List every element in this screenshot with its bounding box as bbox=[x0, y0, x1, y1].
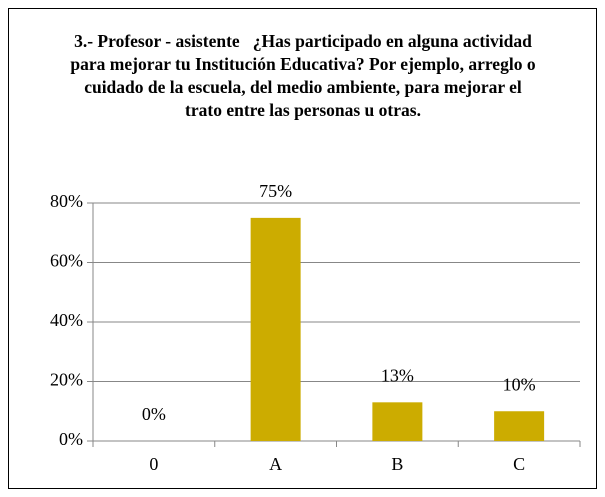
y-tick-label: 20% bbox=[50, 370, 83, 390]
x-tick-label: C bbox=[513, 454, 525, 474]
y-tick-label: 40% bbox=[50, 310, 83, 330]
data-label: 13% bbox=[381, 365, 414, 385]
data-label: 10% bbox=[503, 374, 536, 394]
data-label: 0% bbox=[142, 404, 166, 424]
chart-title: 3.- Profesor - asistente ¿Has participad… bbox=[70, 31, 540, 120]
chart-border bbox=[8, 8, 597, 489]
x-tick-label: 0 bbox=[149, 454, 158, 474]
data-label: 75% bbox=[259, 181, 292, 201]
x-tick-label: B bbox=[391, 454, 403, 474]
y-tick-label: 60% bbox=[50, 251, 83, 271]
bar bbox=[372, 402, 423, 441]
bar bbox=[494, 411, 545, 441]
x-tick-label: A bbox=[269, 454, 282, 474]
bar bbox=[250, 217, 301, 441]
y-tick-label: 80% bbox=[50, 191, 83, 211]
y-tick-label: 0% bbox=[59, 429, 83, 449]
